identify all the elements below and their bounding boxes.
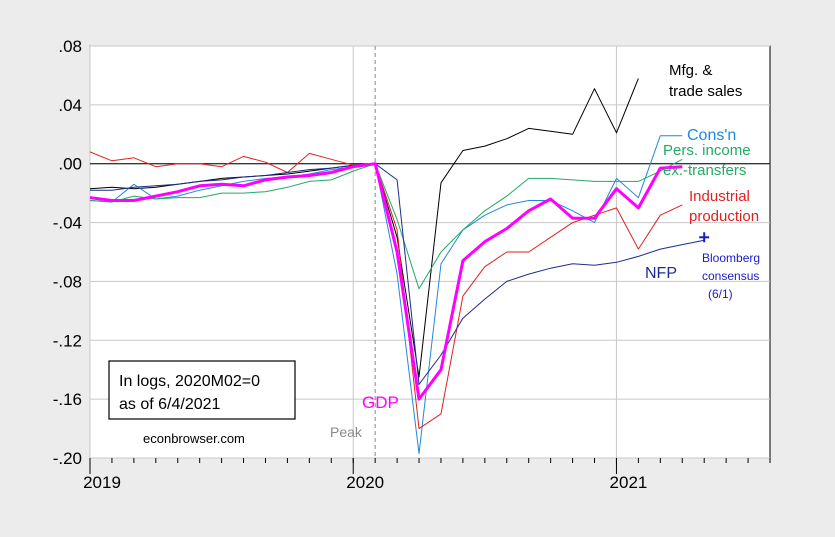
x-tick-label: 2020 xyxy=(346,473,384,492)
bloomberg-label-line-3: (6/1) xyxy=(708,287,733,301)
series-labels: Mfg. & trade sales Cons'n Pers. income e… xyxy=(330,62,760,440)
series-label-consn: Cons'n xyxy=(687,127,736,144)
peak-label: Peak xyxy=(330,424,363,440)
bloomberg-label-line-1: Bloomberg xyxy=(702,251,760,265)
series-gdp xyxy=(89,162,683,401)
series-pers-income-ex-transfers xyxy=(89,158,683,290)
series-label-ip-line-2: production xyxy=(689,208,759,225)
credit-text: econbrowser.com xyxy=(143,431,245,446)
y-tick-label: -.20 xyxy=(53,449,82,468)
series-label-income-line-2: ex.-transfers xyxy=(663,162,746,179)
bloomberg-consensus-marker xyxy=(699,232,710,243)
y-tick-label: -.12 xyxy=(53,331,82,350)
y-tick-label: .00 xyxy=(58,155,82,174)
series-line xyxy=(89,158,683,290)
y-tick-label: -.04 xyxy=(53,214,82,233)
y-tick-label: .04 xyxy=(58,96,82,115)
x-tick-label: 2021 xyxy=(610,473,648,492)
series-line xyxy=(90,163,705,385)
y-tick-label: -.08 xyxy=(53,272,82,291)
series-label-gdp: GDP xyxy=(362,393,399,412)
series-label-income-line-1: Pers. income xyxy=(663,142,751,159)
annotation-line-1: In logs, 2020M02=0 xyxy=(119,373,260,390)
series-label-mfg-line-2: trade sales xyxy=(669,83,742,100)
grid-lines xyxy=(89,45,770,459)
series-label-mfg-line-1: Mfg. & xyxy=(669,62,712,79)
series-line xyxy=(89,162,683,401)
series-layer xyxy=(89,78,710,455)
series-label-ip-line-1: Industrial xyxy=(689,188,750,205)
y-tick-label: .08 xyxy=(58,37,82,56)
bloomberg-label-line-2: consensus xyxy=(702,269,759,283)
series-label-nfp: NFP xyxy=(645,265,677,282)
annotation-box: In logs, 2020M02=0 as of 6/4/2021 econbr… xyxy=(108,360,296,446)
annotation-box-frame xyxy=(108,360,296,420)
x-tick-label: 2019 xyxy=(83,473,121,492)
y-tick-label: -.16 xyxy=(53,390,82,409)
series-nfp xyxy=(90,163,705,385)
annotation-line-2: as of 6/4/2021 xyxy=(119,396,221,413)
